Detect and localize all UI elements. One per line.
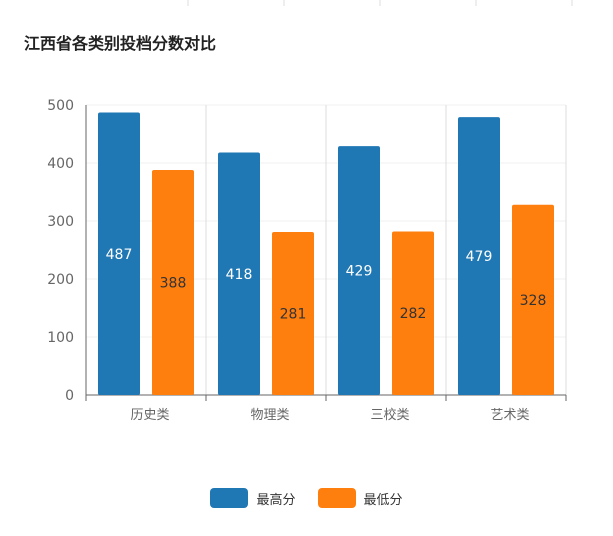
legend-swatch: [210, 488, 249, 508]
legend-item[interactable]: 最高分: [210, 488, 296, 508]
bar: [218, 152, 260, 395]
bar: [98, 112, 140, 395]
bar: [392, 231, 434, 395]
bar-value-label: 282: [400, 306, 427, 322]
bar: [272, 232, 314, 395]
bar-chart: 0 100 200 300 400 500 487 388 历史类 418 281 物理类 429 282…: [47, 98, 567, 423]
chart-title: 江西省各类别投档分数对比: [24, 34, 217, 53]
bar-value-label: 479: [466, 249, 493, 265]
top-edge-ticks: [187, 0, 573, 6]
bar-value-label: 429: [346, 264, 373, 280]
x-tick-label: 物理类: [250, 408, 289, 423]
bar: [458, 117, 500, 396]
y-tick-label: 400: [47, 156, 74, 172]
x-tick-label: 艺术类: [490, 408, 529, 423]
legend-swatch: [317, 488, 356, 508]
x-tick-label: 三校类: [370, 407, 409, 423]
bar: [512, 204, 554, 395]
bar: [152, 169, 194, 395]
bar-value-label: 281: [280, 307, 307, 323]
y-tick-label: 300: [47, 214, 74, 230]
bar: [338, 146, 380, 395]
legend-label: 最高分: [256, 492, 296, 508]
legend-item[interactable]: 最低分: [317, 488, 403, 508]
bar-value-label: 487: [106, 247, 133, 263]
y-tick-label: 200: [47, 272, 74, 288]
bar-value-label: 388: [160, 275, 187, 291]
chart-legend: 最高分 最低分: [0, 488, 613, 508]
x-tick-label: 历史类: [130, 408, 169, 423]
bar-value-label: 328: [520, 293, 547, 309]
y-tick-label: 500: [47, 98, 74, 114]
y-tick-label: 100: [47, 330, 74, 346]
legend-label: 最低分: [363, 492, 403, 508]
bar-value-label: 418: [226, 267, 253, 283]
y-tick-label: 0: [65, 388, 74, 404]
